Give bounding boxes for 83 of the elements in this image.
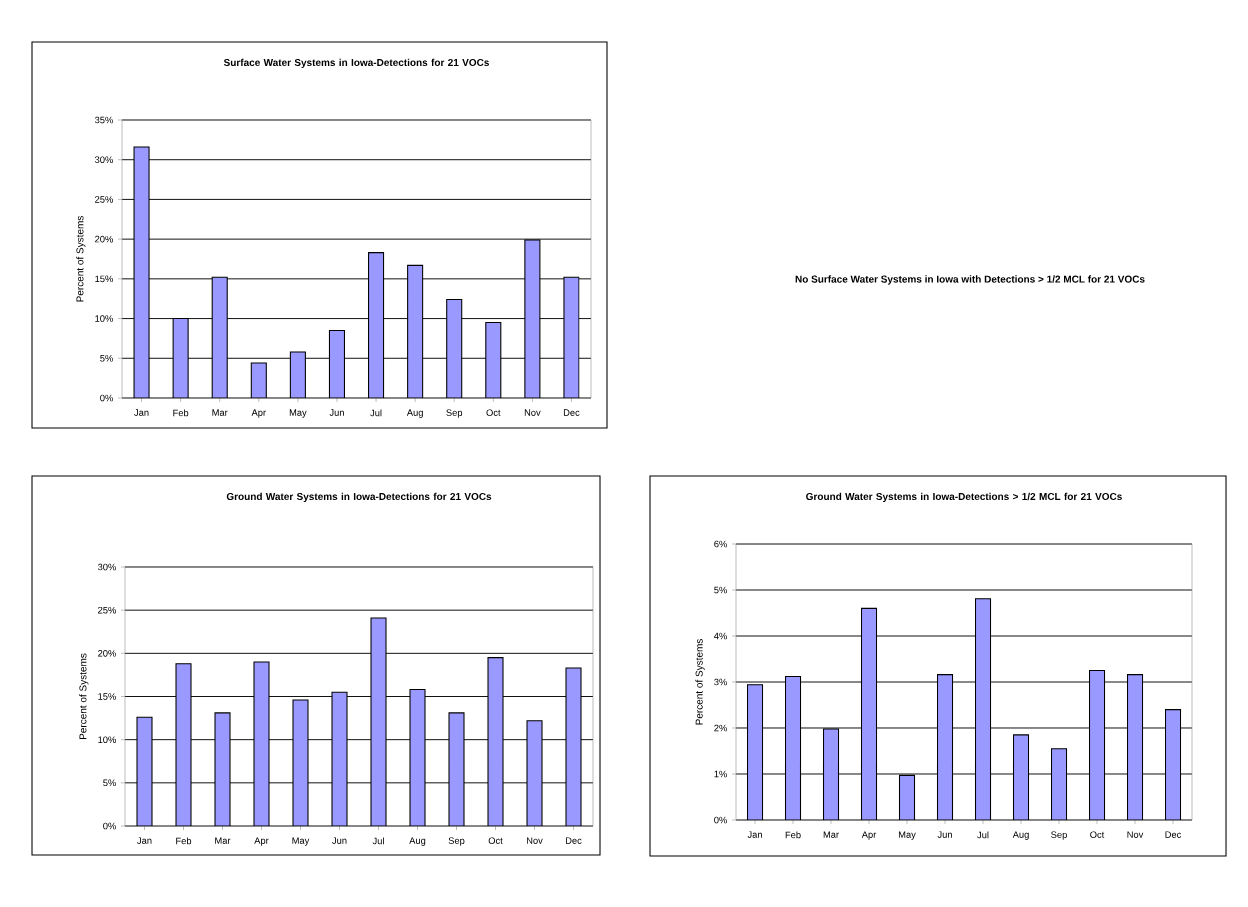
x-tick-label: Dec: [1165, 831, 1182, 838]
y-tick-label: 10%: [98, 736, 116, 743]
x-tick-label: Dec: [563, 409, 580, 416]
x-tick-label: Mar: [212, 409, 228, 416]
x-tick-label: Jun: [332, 837, 347, 844]
x-tick-label: Feb: [785, 831, 801, 839]
y-tick-label: 2%: [714, 724, 727, 732]
x-tick-label: Feb: [176, 837, 192, 845]
y-tick-label: 25%: [98, 606, 116, 614]
chart-title: Surface Water Systems in Iowa-Detections for 21 VOCs: [223, 58, 489, 69]
y-tick-label: 0%: [714, 816, 727, 824]
x-tick-label: May: [289, 409, 307, 418]
y-axis-title: Percent of Systems: [79, 653, 89, 740]
x-tick-label: Jul: [370, 409, 382, 417]
bar: [1088, 669, 1106, 820]
y-axis-title: Percent of Systems: [695, 639, 705, 725]
y-tick-label: 6%: [714, 540, 727, 548]
bar: [1012, 734, 1030, 820]
x-tick-label: Jan: [134, 409, 149, 416]
x-tick-label: Jul: [372, 837, 384, 845]
x-tick-label: Apr: [251, 409, 266, 418]
x-tick-label: Dec: [565, 837, 582, 844]
bar: [936, 674, 954, 820]
x-tick-label: May: [898, 831, 916, 840]
x-tick-label: Apr: [861, 831, 877, 840]
y-tick-label: 35%: [94, 116, 113, 124]
x-tick-label: Mar: [215, 837, 231, 844]
x-tick-label: Nov: [526, 837, 543, 844]
y-tick-label: 25%: [95, 196, 113, 203]
x-tick-label: Mar: [823, 831, 839, 838]
x-tick-label: Feb: [173, 409, 189, 417]
x-tick-label: Aug: [1012, 831, 1029, 840]
x-tick-label: Oct: [1090, 831, 1105, 838]
chart-title: Ground Water Systems in Iowa-Detections for 21 VOCs: [226, 492, 492, 503]
bar: [1126, 674, 1144, 820]
bar: [446, 298, 463, 398]
y-tick-label: 5%: [714, 586, 727, 594]
x-tick-label: Nov: [1127, 831, 1144, 838]
y-axis-title: Percent of Systems: [76, 216, 86, 302]
bar: [746, 684, 764, 820]
y-tick-label: 1%: [714, 770, 727, 778]
x-tick-label: Jun: [937, 831, 952, 838]
x-tick-label: May: [292, 837, 310, 846]
y-tick-label: 30%: [97, 563, 116, 571]
chart-title: Ground Water Systems in Iowa-Detections > 1/2 MCL for 21 VOCs: [806, 492, 1122, 503]
bar: [898, 774, 916, 820]
x-tick-label: Jun: [329, 409, 344, 416]
y-tick-label: 5%: [103, 779, 116, 787]
x-tick-label: Jan: [137, 837, 152, 844]
x-tick-label: Sep: [1051, 831, 1067, 840]
bar: [328, 329, 346, 398]
y-tick-label: 0%: [100, 394, 113, 402]
bar: [860, 607, 878, 820]
text: No Surface Water Systems in Iowa with Detections > 1/2 MCL for 21 VOCs: [795, 275, 1145, 285]
x-tick-label: Aug: [409, 837, 426, 846]
x-tick-label: Aug: [406, 409, 423, 418]
x-tick-label: Oct: [486, 409, 501, 416]
y-tick-label: 10%: [95, 315, 113, 322]
bar: [1050, 748, 1068, 820]
x-tick-label: Sep: [448, 837, 465, 846]
y-tick-label: 15%: [98, 693, 116, 700]
y-tick-label: 0%: [103, 822, 116, 830]
y-tick-label: 30%: [94, 156, 113, 164]
x-tick-label: Sep: [446, 409, 463, 418]
bar: [1164, 709, 1182, 820]
bar: [407, 264, 424, 398]
x-tick-label: Apr: [254, 837, 269, 846]
bar: [211, 276, 228, 398]
y-tick-label: 20%: [95, 235, 113, 243]
y-tick-label: 15%: [95, 275, 113, 283]
y-tick-label: 3%: [714, 678, 727, 686]
bar: [368, 252, 385, 398]
bar: [485, 322, 502, 398]
y-tick-label: 5%: [100, 355, 113, 362]
x-tick-label: Jan: [747, 831, 762, 838]
bar: [974, 598, 992, 820]
bar: [784, 675, 802, 820]
x-tick-label: Oct: [488, 837, 503, 844]
x-tick-label: Nov: [524, 409, 541, 416]
y-tick-label: 4%: [714, 632, 727, 640]
y-tick-label: 20%: [98, 650, 116, 657]
bar: [822, 728, 840, 820]
x-tick-label: Jul: [977, 831, 989, 839]
